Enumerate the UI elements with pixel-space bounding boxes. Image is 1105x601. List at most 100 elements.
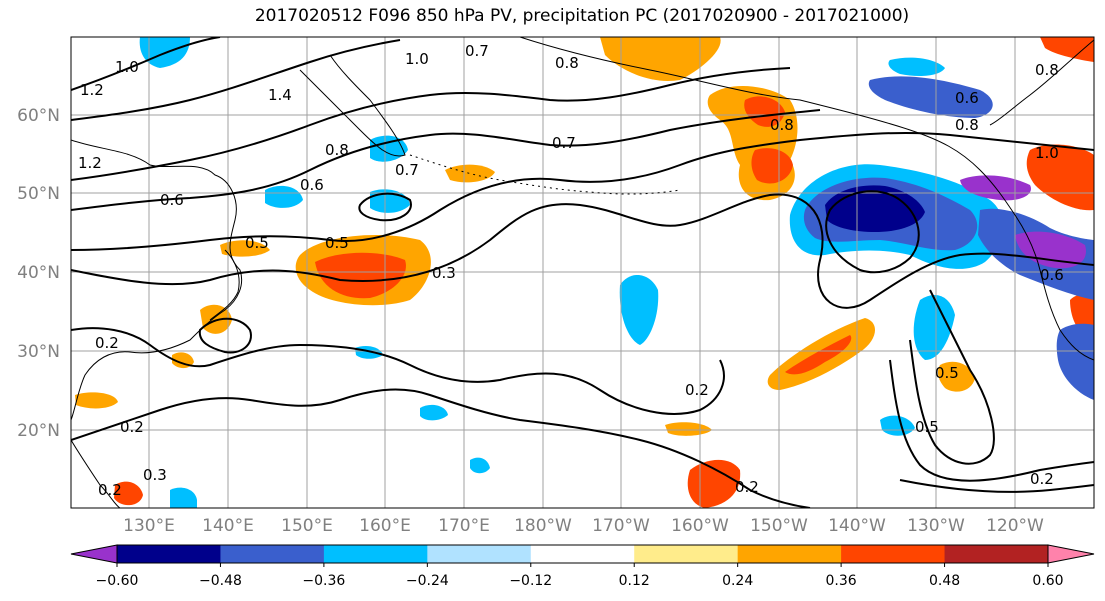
pv-contour-line (71, 327, 725, 415)
lon-label: 120°W (986, 516, 1044, 536)
precip-negative-region (420, 404, 448, 421)
contour-label: 1.4 (268, 86, 292, 104)
lon-label: 180°W (514, 516, 572, 536)
contour-label: 0.2 (1030, 470, 1054, 488)
precip-positive-region (75, 392, 118, 409)
colorbar-segment (117, 545, 221, 563)
pv-contour-line (825, 190, 920, 274)
pv-contour-line (358, 192, 412, 222)
contour-label: 0.2 (685, 381, 709, 399)
colorbar-segment (427, 545, 532, 563)
map-border (70, 36, 1095, 509)
pv-contour-line (71, 388, 811, 508)
contour-label: 0.8 (555, 54, 579, 72)
contour-label: 0.6 (955, 89, 979, 107)
precip-negative-region (265, 185, 303, 208)
contour-label: 1.2 (80, 81, 104, 99)
colorbar-border (116, 544, 1049, 564)
precip-positive-region (114, 481, 143, 506)
precip-positive-region (220, 240, 270, 257)
contour-label: 0.3 (432, 264, 456, 282)
pv-contour-line (71, 67, 791, 181)
precip-positive-region (1040, 37, 1094, 62)
contour-label: 0.6 (160, 191, 184, 209)
contour-label: 1.0 (115, 58, 139, 76)
contour-label: 0.2 (95, 334, 119, 352)
contour-label: 0.5 (935, 364, 959, 382)
contour-label: 1.0 (1035, 144, 1059, 162)
colorbar-tick-label: −0.60 (96, 573, 139, 589)
contour-label: 0.2 (98, 481, 122, 499)
lat-label: 50°N (17, 184, 60, 204)
precip-negative-region (370, 135, 408, 162)
precip-negative-region (880, 415, 915, 436)
contour-label: 0.6 (1040, 266, 1064, 284)
lon-label: 130°W (907, 516, 965, 536)
lon-label: 150°E (281, 516, 333, 536)
contour-label: 0.7 (552, 134, 576, 152)
precip-shading (75, 37, 1094, 508)
lon-label: 130°E (123, 516, 175, 536)
precip-positive-region (600, 37, 721, 81)
pv-contours (71, 37, 1094, 508)
precip-negative-region (470, 457, 490, 474)
precip-positive-region (937, 361, 975, 392)
colorbar-segment (944, 545, 1049, 563)
latitude-labels: 60°N 50°N 40°N 30°N 20°N (17, 106, 60, 441)
pv-contour-line (71, 193, 1094, 309)
precip-positive-region (445, 164, 495, 183)
lon-label: 170°E (438, 516, 490, 536)
contour-label: 1.0 (405, 50, 429, 68)
precip-positive-region (751, 148, 793, 184)
colorbar-tick-label: 0.48 (929, 573, 960, 589)
pv-contour-line (71, 109, 821, 211)
contour-label: 0.8 (770, 116, 794, 134)
coastlines (71, 37, 1094, 508)
lat-label: 30°N (17, 342, 60, 362)
pv-contour-line (71, 131, 1094, 251)
colorbar-tick-label: 0.24 (722, 573, 753, 589)
colorbar-segment (220, 545, 325, 563)
colorbar-tick-label: 0.36 (826, 573, 857, 589)
contour-label: 0.7 (465, 42, 489, 60)
colorbar-extend-min (70, 544, 118, 564)
precip-positive-region (687, 459, 741, 508)
colorbar-segment (530, 545, 635, 563)
contour-labels: 1.0 0.7 0.8 1.2 1.4 1.0 0.8 0.7 0.6 1.2 … (78, 42, 1064, 499)
precip-negative-region (619, 274, 659, 345)
contour-label: 0.8 (955, 116, 979, 134)
lon-label: 170°W (592, 516, 650, 536)
contour-label: 0.5 (325, 234, 349, 252)
precip-negative-region (1015, 231, 1086, 269)
colorbar-tick-label: −0.36 (302, 573, 345, 589)
contour-label: 0.2 (735, 478, 759, 496)
pv-contour-line (889, 359, 1094, 482)
precip-positive-region (1026, 144, 1094, 211)
precip-negative-region (868, 76, 993, 118)
colorbar-extend-max (1047, 544, 1095, 564)
lat-label: 20°N (17, 421, 60, 441)
lon-label: 160°E (359, 516, 411, 536)
coastline-japan (209, 249, 240, 321)
colorbar-segment (737, 545, 842, 563)
colorbar-segment (634, 545, 739, 563)
colorbar-tick-label: 0.60 (1032, 573, 1063, 589)
contour-label: 0.7 (395, 161, 419, 179)
precip-negative-region (1056, 323, 1094, 400)
colorbar: −0.60 −0.48 −0.36 −0.24 −0.12 0.12 0.24 0.36 0.4… (70, 544, 1095, 589)
coastline-kamchatka (299, 54, 406, 157)
contour-label: 0.3 (143, 466, 167, 484)
coastline-asia (71, 139, 243, 421)
colorbar-tick-label: −0.12 (509, 573, 552, 589)
contour-label: 0.5 (915, 418, 939, 436)
pv-contour-line (198, 317, 252, 354)
colorbar-segment (841, 545, 946, 563)
contour-label: 1.2 (78, 154, 102, 172)
colorbar-tick-label: −0.48 (199, 573, 242, 589)
lat-label: 40°N (17, 263, 60, 283)
coastline-northwest (989, 39, 1094, 126)
contour-label: 0.6 (300, 176, 324, 194)
coastline-philippines (71, 439, 121, 508)
coastline-alaska (519, 37, 1094, 361)
graticule (71, 37, 1094, 508)
